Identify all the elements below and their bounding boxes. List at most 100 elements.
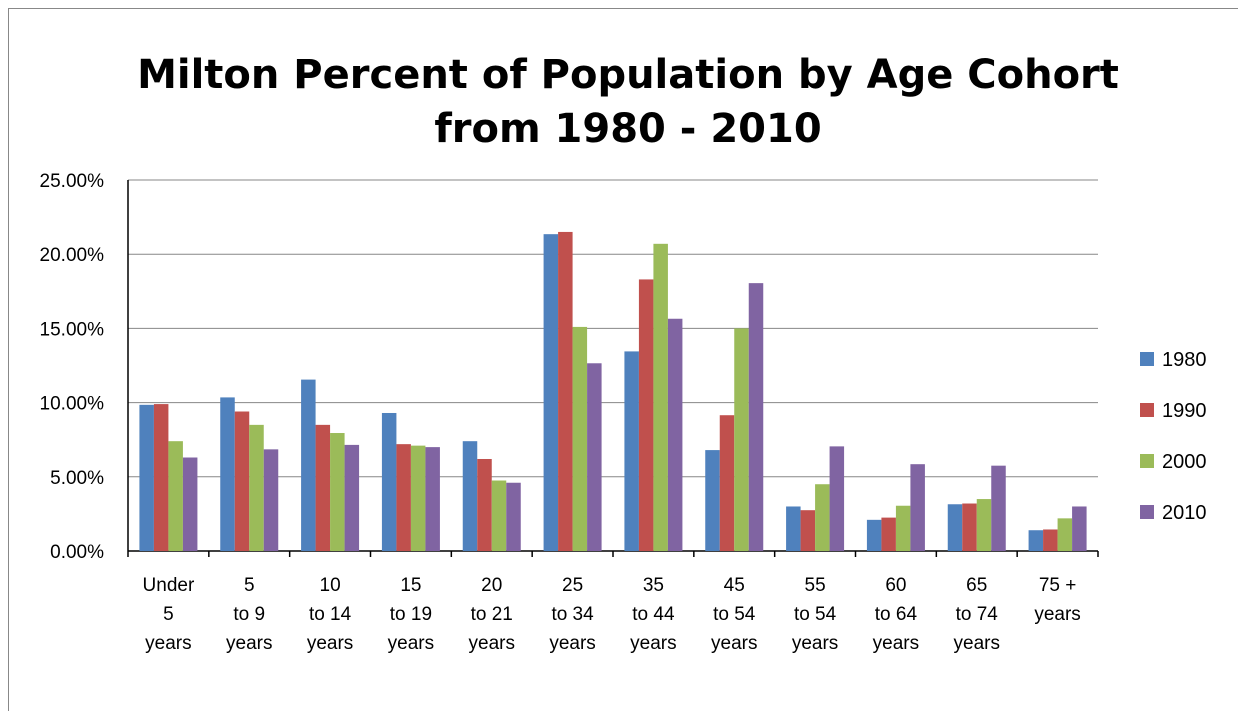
- x-category-label: to 54: [713, 604, 756, 625]
- bar-1990: [477, 458, 492, 551]
- bar-2000: [734, 328, 749, 551]
- x-category-label: years: [549, 633, 595, 654]
- bar-1980: [866, 519, 882, 551]
- bar-2000: [572, 326, 588, 551]
- x-category-label: to 54: [794, 604, 837, 625]
- legend-swatch-2010: [1140, 505, 1154, 519]
- y-tick-label: 10.00%: [40, 394, 105, 415]
- bar-1990: [719, 415, 735, 551]
- chart-title-line-2: from 1980 - 2010: [434, 106, 821, 152]
- bar-1980: [220, 397, 235, 551]
- x-category-label: to 19: [390, 604, 432, 625]
- bar-1980: [947, 504, 963, 551]
- legend-swatch-1980: [1140, 352, 1154, 366]
- x-category-label: 65: [966, 575, 987, 596]
- x-category-label: to 9: [233, 604, 265, 625]
- x-category-label: to 34: [551, 604, 594, 625]
- x-category-label: to 64: [875, 604, 918, 625]
- x-category-label: Under: [143, 575, 195, 596]
- legend-label-1980: 1980: [1162, 349, 1207, 371]
- bar-2000: [330, 433, 345, 551]
- bar-2010: [425, 447, 440, 551]
- gridlines: [127, 179, 1099, 557]
- y-tick-label: 0.00%: [50, 542, 104, 563]
- bar-2010: [506, 482, 521, 551]
- x-category-label: years: [873, 633, 919, 654]
- chart-title-line-1: Milton Percent of Population by Age Coho…: [137, 52, 1119, 98]
- x-category-label: years: [226, 633, 272, 654]
- x-category-label: years: [145, 633, 191, 654]
- x-category-label: 25: [562, 575, 583, 596]
- bar-1980: [462, 441, 478, 551]
- bar-1980: [139, 404, 154, 551]
- x-category-label: years: [1034, 604, 1080, 625]
- x-axis-labels: Under 5 years 5 to 9 years 10 to 14 years 15 to 19…: [143, 575, 1081, 654]
- legend-label-1990: 1990: [1162, 400, 1207, 422]
- bar-1980: [705, 450, 720, 551]
- legend-swatch-1990: [1140, 403, 1154, 417]
- bar-2000: [815, 484, 830, 551]
- x-category-label: to 44: [632, 604, 675, 625]
- bar-1990: [558, 231, 573, 551]
- y-tick-label: 15.00%: [40, 319, 105, 340]
- x-category-label: 5: [244, 575, 255, 596]
- x-category-label: years: [711, 633, 757, 654]
- bar-1990: [1043, 529, 1058, 551]
- bar-1980: [381, 412, 397, 551]
- x-category-label: years: [469, 633, 515, 654]
- x-category-label: 15: [400, 575, 421, 596]
- bar-2010: [1072, 506, 1087, 551]
- x-category-label: years: [792, 633, 838, 654]
- bar-1990: [800, 510, 816, 551]
- x-category-label: 5: [163, 604, 174, 625]
- bar-1990: [315, 424, 331, 551]
- x-category-label: years: [307, 633, 353, 654]
- chart-frame: [8, 8, 1238, 711]
- x-category-label: 10: [320, 575, 341, 596]
- y-tick-label: 20.00%: [40, 245, 105, 266]
- bar-2010: [587, 363, 602, 551]
- bars: [139, 231, 1087, 551]
- x-category-label: 20: [481, 575, 502, 596]
- bar-2000: [895, 505, 911, 551]
- bar-2000: [976, 499, 992, 551]
- x-category-label: to 74: [956, 604, 999, 625]
- bar-2010: [829, 446, 845, 551]
- bar-1980: [543, 234, 559, 551]
- x-category-label: to 21: [471, 604, 513, 625]
- bar-1980: [624, 351, 639, 551]
- bar-1990: [396, 444, 411, 551]
- bar-1990: [234, 411, 250, 551]
- bar-2010: [748, 283, 764, 551]
- bar-1990: [638, 279, 654, 551]
- bar-2010: [182, 457, 198, 551]
- y-axis-ticks: 0.00% 5.00% 10.00% 15.00% 20.00% 25.00%: [40, 171, 105, 563]
- bar-2000: [168, 441, 183, 551]
- bar-1980: [301, 379, 316, 551]
- x-category-label: years: [954, 633, 1000, 654]
- bar-1980: [1028, 530, 1044, 551]
- y-tick-label: 25.00%: [40, 171, 105, 192]
- bar-2010: [910, 464, 925, 551]
- x-category-label: 60: [885, 575, 906, 596]
- bar-2000: [491, 480, 507, 551]
- x-category-label: 45: [724, 575, 745, 596]
- bar-1980: [786, 506, 801, 551]
- bar-2010: [991, 465, 1006, 551]
- bar-2010: [344, 444, 360, 551]
- legend-label-2010: 2010: [1162, 502, 1207, 524]
- x-category-label: 35: [643, 575, 664, 596]
- x-category-label: 55: [805, 575, 826, 596]
- x-category-label: 75 +: [1039, 575, 1077, 596]
- x-category-label: years: [630, 633, 676, 654]
- legend-swatch-2000: [1140, 454, 1154, 468]
- bar-2010: [667, 318, 683, 551]
- y-tick-label: 5.00%: [50, 468, 104, 489]
- bar-1990: [881, 517, 896, 551]
- bar-1990: [153, 404, 169, 551]
- legend-label-2000: 2000: [1162, 451, 1207, 473]
- bar-2010: [263, 449, 279, 551]
- bar-2000: [1057, 518, 1073, 551]
- bar-2000: [249, 424, 264, 551]
